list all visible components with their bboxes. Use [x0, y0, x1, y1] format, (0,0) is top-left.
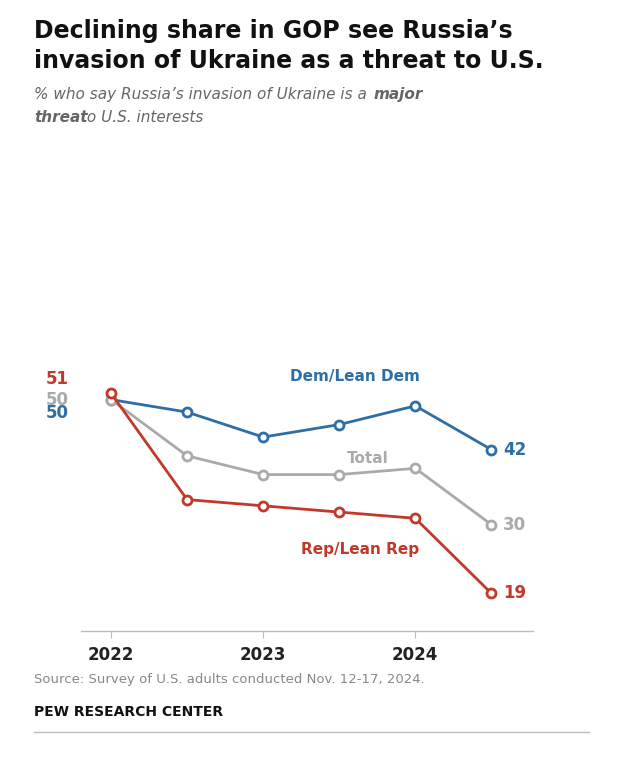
Text: 50: 50 [46, 391, 69, 409]
Text: Rep/Lean Rep: Rep/Lean Rep [301, 542, 419, 557]
Text: Dem/Lean Dem: Dem/Lean Dem [290, 369, 420, 384]
Text: 19: 19 [503, 584, 526, 603]
Text: 30: 30 [503, 515, 526, 534]
Text: invasion of Ukraine as a threat to U.S.: invasion of Ukraine as a threat to U.S. [34, 49, 544, 74]
Text: to U.S. interests: to U.S. interests [76, 110, 203, 125]
Text: 42: 42 [503, 441, 526, 458]
Text: Declining share in GOP see Russia’s: Declining share in GOP see Russia’s [34, 19, 513, 43]
Text: 51: 51 [46, 370, 69, 388]
Text: 50: 50 [46, 404, 69, 423]
Text: Source: Survey of U.S. adults conducted Nov. 12-17, 2024.: Source: Survey of U.S. adults conducted … [34, 673, 425, 686]
Text: PEW RESEARCH CENTER: PEW RESEARCH CENTER [34, 705, 223, 719]
Text: threat: threat [34, 110, 87, 125]
Text: % who say Russia’s invasion of Ukraine is a: % who say Russia’s invasion of Ukraine i… [34, 87, 372, 103]
Text: major: major [374, 87, 423, 103]
Text: Total: Total [347, 451, 389, 466]
